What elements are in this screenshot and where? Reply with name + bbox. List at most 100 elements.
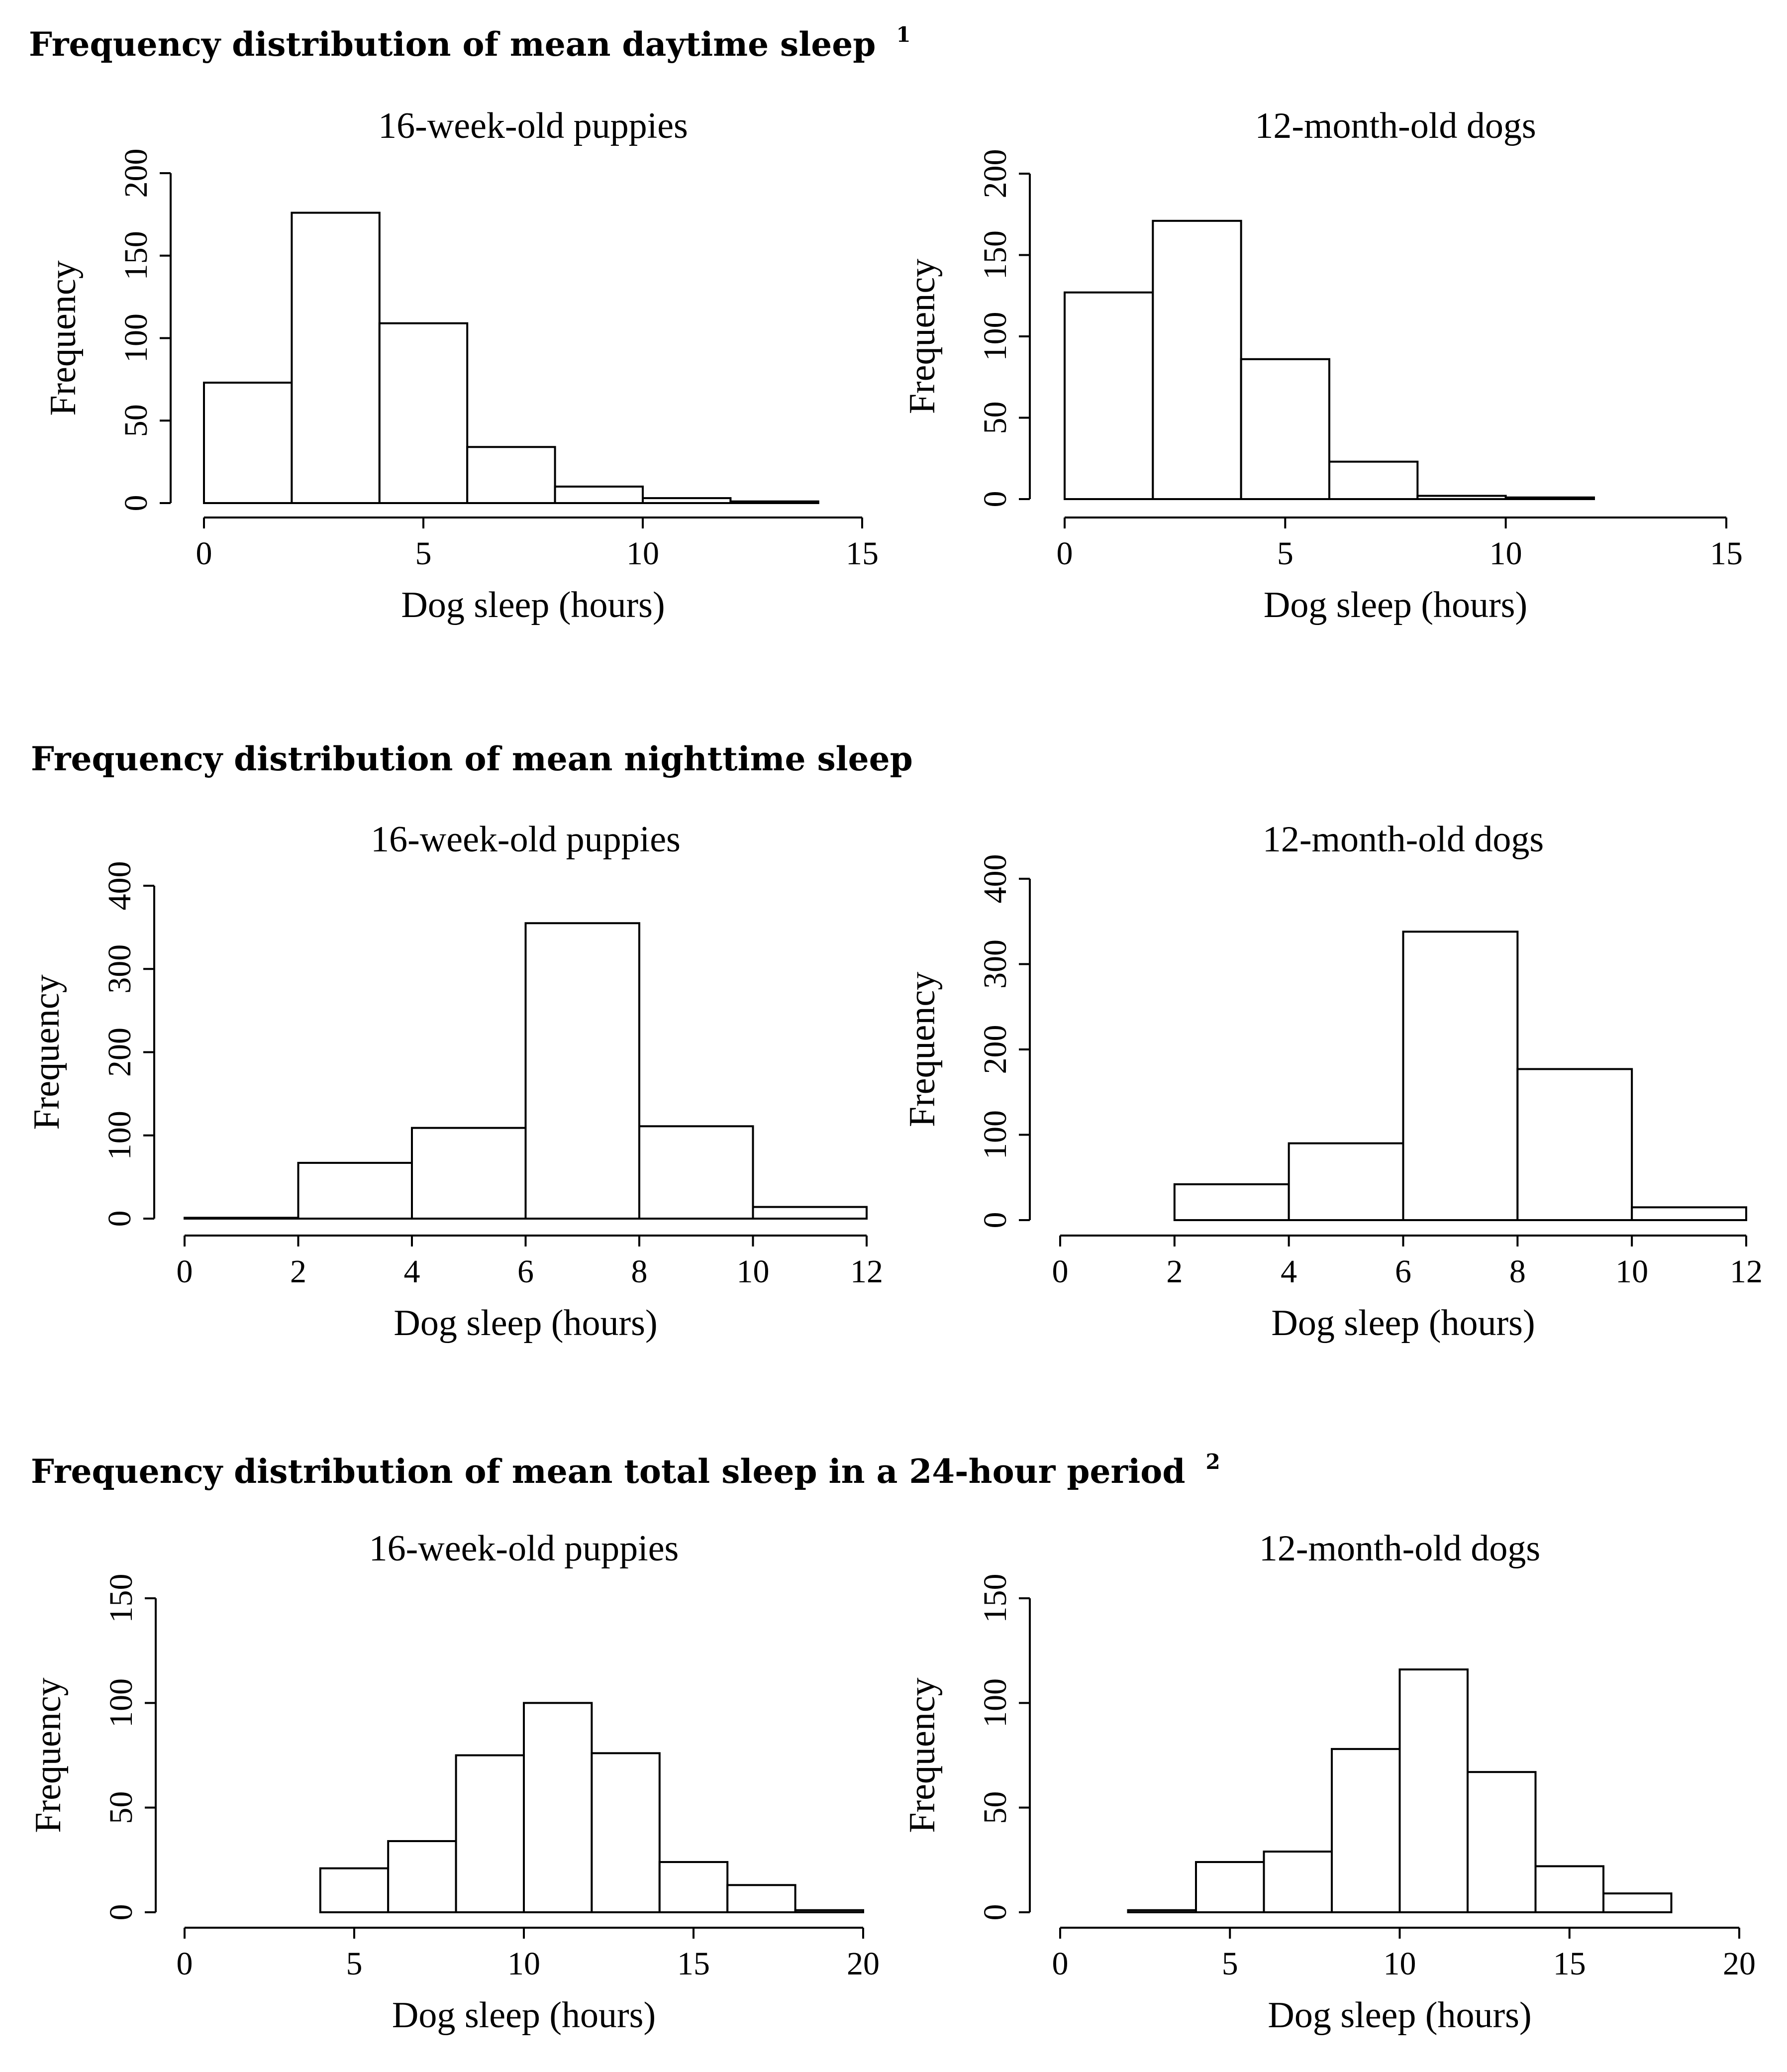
histogram-bar <box>729 500 819 504</box>
histogram-bar <box>523 1702 593 1913</box>
histogram-bar <box>1504 496 1595 500</box>
x-axis-label: Dog sleep (hours) <box>401 585 665 625</box>
x-tick-label: 5 <box>1222 1946 1238 1982</box>
histogram-panel-2: 12-month-old dogs 0 5 10 15 Dog sleep (hours)… <box>902 105 1743 625</box>
y-tick-label: 0 <box>977 491 1013 508</box>
y-tick-label: 0 <box>118 495 154 512</box>
section-title-nighttime-text: Frequency distribution of mean nighttime… <box>31 739 913 778</box>
x-tick-label: 4 <box>404 1253 420 1290</box>
x-tick-label: 20 <box>1723 1946 1756 1982</box>
y-tick-label: 200 <box>118 149 154 198</box>
histogram-bar <box>1173 1183 1290 1221</box>
y-axis-label: Frequency <box>902 972 943 1127</box>
histogram-bar <box>1467 1771 1537 1913</box>
y-tick-label: 400 <box>977 854 1013 904</box>
x-tick-label: 0 <box>1052 1253 1069 1290</box>
panel-title: 12-month-old dogs <box>1255 105 1536 146</box>
panel-title: 12-month-old dogs <box>1259 1528 1540 1569</box>
panel-title: 16-week-old puppies <box>371 819 681 860</box>
histogram-bar <box>1127 1909 1197 1913</box>
x-tick-label: 12 <box>1730 1253 1763 1290</box>
y-tick-label: 100 <box>977 1110 1013 1159</box>
x-tick-label: 10 <box>1489 535 1522 572</box>
x-tick-label: 8 <box>631 1253 648 1290</box>
y-tick-label: 50 <box>118 404 154 437</box>
x-tick-label: 10 <box>626 535 659 572</box>
section-title-total-superscript: 2 <box>1205 1450 1220 1474</box>
x-tick-label: 6 <box>517 1253 534 1290</box>
y-tick-label: 0 <box>977 1904 1013 1921</box>
histogram-panel-3: 16-week-old puppies 0 2 4 6 8 10 12 Dog sleep (h… <box>26 819 883 1344</box>
histogram-bar <box>466 446 556 504</box>
histogram-bar <box>319 1867 390 1913</box>
y-tick-label: 50 <box>977 402 1013 434</box>
y-tick-label: 100 <box>101 1111 138 1160</box>
x-tick-label: 10 <box>737 1253 770 1290</box>
x-tick-label: 10 <box>1384 1946 1416 1982</box>
x-tick-label: 2 <box>1166 1253 1183 1290</box>
histogram-bar <box>1195 1861 1265 1914</box>
x-tick-label: 0 <box>177 1253 193 1290</box>
x-tick-label: 10 <box>1615 1253 1648 1290</box>
x-tick-label: 12 <box>850 1253 883 1290</box>
y-axis-label: Frequency <box>43 260 84 415</box>
y-tick-label: 300 <box>101 944 138 994</box>
histogram-bar <box>1288 1142 1404 1221</box>
panel-title: 12-month-old dogs <box>1263 819 1544 860</box>
histogram-bar <box>1064 291 1154 501</box>
section-title-total: Frequency distribution of mean total sle… <box>31 1450 1220 1491</box>
panel-title: 16-week-old puppies <box>369 1528 679 1569</box>
x-tick-label: 0 <box>1057 535 1073 572</box>
histogram-bar <box>291 211 381 504</box>
y-tick-label: 0 <box>103 1904 139 1921</box>
y-tick-label: 150 <box>103 1574 139 1623</box>
histogram-bar <box>1631 1206 1748 1221</box>
histogram-bar <box>642 497 732 504</box>
x-tick-label: 5 <box>346 1946 363 1982</box>
histogram-bar <box>1516 1068 1633 1222</box>
x-tick-label: 5 <box>1277 535 1293 572</box>
x-tick-label: 0 <box>1052 1946 1069 1982</box>
histogram-bar <box>387 1840 457 1914</box>
y-tick-label: 100 <box>118 313 154 363</box>
histogram-bar <box>1152 219 1242 500</box>
histogram-bar <box>638 1125 754 1220</box>
histogram-bar <box>1602 1892 1673 1913</box>
x-tick-label: 20 <box>847 1946 880 1982</box>
y-tick-label: 100 <box>103 1678 139 1728</box>
y-tick-label: 100 <box>977 312 1013 361</box>
histogram-bar <box>794 1909 864 1913</box>
x-tick-label: 4 <box>1281 1253 1297 1290</box>
histogram-bar <box>1328 460 1419 500</box>
histogram-panel-6: 12-month-old dogs 0 5 10 15 20 Dog sleep (hour… <box>902 1528 1756 2036</box>
x-tick-label: 15 <box>1710 535 1743 572</box>
y-axis-label: Frequency <box>28 1677 69 1833</box>
section-title-daytime: Frequency distribution of mean daytime s… <box>29 22 911 64</box>
y-tick-label: 0 <box>101 1211 138 1227</box>
histogram-bar <box>752 1206 868 1220</box>
x-tick-label: 15 <box>1553 1946 1586 1982</box>
histogram-bar <box>1331 1748 1401 1913</box>
histogram-bar <box>726 1884 796 1913</box>
x-tick-label: 8 <box>1509 1253 1526 1290</box>
panel-title: 16-week-old puppies <box>378 105 688 146</box>
histogram-bar <box>455 1754 525 1913</box>
x-tick-label: 5 <box>415 535 432 572</box>
histogram-bar <box>1398 1668 1469 1913</box>
x-tick-label: 15 <box>677 1946 710 1982</box>
histogram-bar <box>554 485 644 504</box>
x-tick-label: 6 <box>1395 1253 1411 1290</box>
histogram-bar <box>411 1127 527 1220</box>
y-tick-label: 150 <box>977 1574 1013 1623</box>
section-title-nighttime: Frequency distribution of mean nighttime… <box>31 739 913 778</box>
y-tick-label: 300 <box>977 939 1013 989</box>
histogram-panel-5: 16-week-old puppies 0 5 10 15 20 Dog sleep (ho… <box>28 1528 880 2036</box>
histogram-bar <box>203 382 293 504</box>
x-axis-label: Dog sleep (hours) <box>1264 585 1527 625</box>
histogram-bar <box>1534 1865 1604 1914</box>
x-tick-label: 0 <box>177 1946 193 1982</box>
y-tick-label: 0 <box>977 1212 1013 1229</box>
histogram-bar <box>1416 495 1507 501</box>
y-tick-label: 50 <box>103 1791 139 1824</box>
